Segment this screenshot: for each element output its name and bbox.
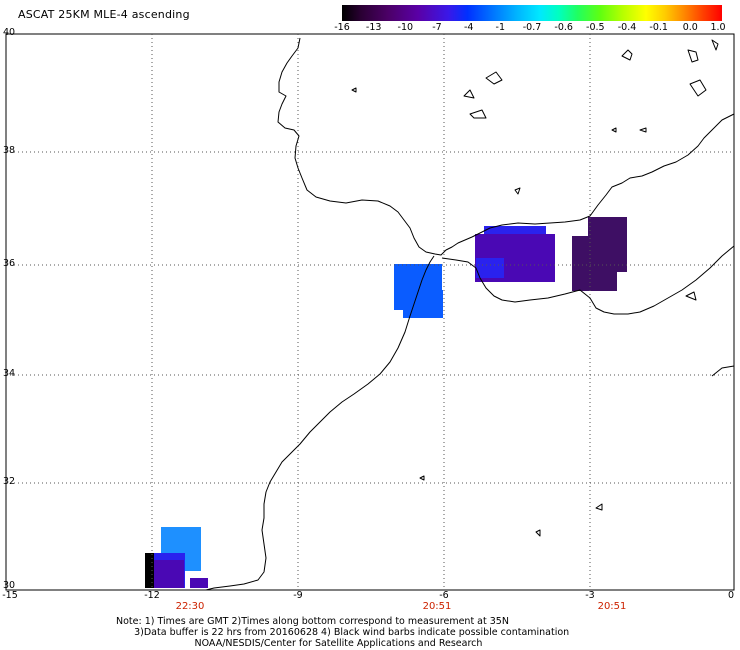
footnote: Note: 1) Times are GMT 2)Times along bot…: [116, 616, 569, 649]
lat-label: 40: [3, 27, 16, 38]
lat-label: 30: [3, 580, 16, 591]
colorbar-tick: -13: [365, 22, 382, 33]
lat-label: 32: [3, 476, 16, 487]
lon-label: -12: [144, 590, 160, 601]
swath-cell: [190, 578, 208, 588]
footnote-line: Note: 1) Times are GMT 2)Times along bot…: [116, 616, 509, 627]
pass-time-label: 20:51: [597, 601, 627, 612]
colorbar-tick: 1.0: [710, 22, 726, 33]
colorbar-tick: -0.7: [522, 22, 542, 33]
colorbar-ticks: -16 -13 -10 -7 -4 -1 -0.7 -0.6 -0.5 -0.4…: [334, 22, 726, 34]
swath-cell: [403, 290, 443, 318]
pass-time-label: 20:51: [422, 601, 452, 612]
swath-cell: [476, 258, 504, 278]
colorbar-tick: -4: [463, 22, 474, 33]
lon-label: -15: [2, 590, 18, 601]
swath-cell: [145, 553, 154, 588]
colorbar-tick: -1: [495, 22, 506, 33]
lat-label: 36: [3, 258, 16, 269]
graticule: [6, 34, 734, 590]
colorbar-tick: -10: [397, 22, 414, 33]
colorbar-tick: -0.4: [617, 22, 637, 33]
map-title: ASCAT 25KM MLE-4 ascending: [18, 8, 190, 21]
colorbar-tick: -0.6: [554, 22, 573, 33]
lon-label: -3: [585, 590, 595, 601]
colorbar-tick: 0.0: [682, 22, 698, 33]
coastline: [205, 37, 735, 591]
footnote-line: NOAA/NESDIS/Center for Satellite Applica…: [116, 638, 483, 649]
colorbar-tick: -0.1: [649, 22, 668, 33]
footnote-line: 3)Data buffer is 22 hrs from 20160628 4)…: [116, 627, 570, 638]
colorbar-tick: -0.5: [586, 22, 605, 33]
map-frame: [5, 33, 735, 591]
lon-label: 0: [727, 590, 735, 601]
pass-time-label: 22:30: [175, 601, 205, 612]
lon-label: -6: [439, 590, 449, 601]
wind-swaths: [145, 217, 627, 588]
colorbar: [342, 5, 722, 21]
colorbar-tick: -7: [432, 22, 442, 33]
lon-label: -9: [293, 590, 303, 601]
swath-cell: [572, 236, 617, 291]
lat-label: 34: [3, 368, 16, 379]
swath-cell: [154, 560, 184, 588]
colorbar-tick: -16: [334, 22, 350, 33]
lat-label: 38: [3, 145, 16, 156]
